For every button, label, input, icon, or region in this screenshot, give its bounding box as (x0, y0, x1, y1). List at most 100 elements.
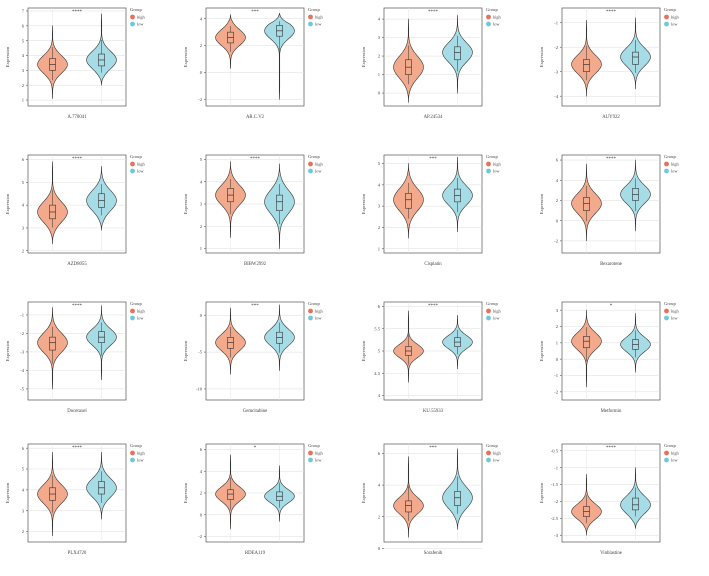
significance-label: *** (251, 304, 259, 309)
y-tick-label: -2.5 (551, 516, 559, 521)
violin-chart-svg: -4 -3 -2 -1 Expression **** AUY922 Group high low (539, 7, 679, 120)
significance-label: **** (72, 446, 83, 451)
y-axis-label: Expression (361, 482, 366, 503)
legend-label-low: low (493, 316, 500, 321)
legend-swatch-high (308, 450, 313, 456)
y-tick-label: 4 (556, 178, 559, 183)
legend-label-high: high (137, 162, 145, 167)
x-axis-label: KU.55933 (423, 409, 444, 414)
legend-swatch-high (130, 161, 135, 167)
y-tick-label: 2 (22, 83, 25, 88)
legend-label-low: low (137, 316, 144, 321)
legend-swatch-low (486, 315, 491, 321)
violin-chart-svg: 1 2 3 4 5 Expression *** Cisplatin Group high low (361, 154, 501, 267)
legend-title: Group (664, 443, 676, 448)
y-axis-label: Expression (361, 193, 366, 214)
y-tick-label: 4 (378, 182, 381, 187)
y-tick-label: -2 (554, 238, 559, 243)
y-tick-label: 5 (22, 38, 25, 43)
significance-label: *** (251, 10, 259, 15)
violin-panel-plx4720: 2 3 4 5 6 Expression **** PLX4720 Group high low (0, 436, 172, 576)
legend-label-high: high (137, 15, 145, 20)
violin-chart-svg: -2 -1 0 1 2 3 Expression * Metformin Group high low (539, 301, 679, 414)
y-tick-label: 2 (378, 54, 381, 59)
violin-plot-grid: 1 2 3 4 5 6 7 Expression **** A.770041 Group high lo… (0, 0, 706, 556)
violin-chart-svg: 2 3 4 5 6 Expression **** AZD8055 Group high low (5, 154, 145, 267)
box-high (227, 337, 234, 349)
legend-swatch-low (664, 168, 669, 174)
y-tick-label: 1 (378, 72, 381, 77)
legend-swatch-low (308, 21, 313, 27)
y-tick-label: -3 (20, 350, 25, 355)
x-axis-label: AUY922 (602, 115, 620, 120)
y-tick-label: 6 (378, 304, 381, 309)
significance-label: **** (606, 157, 617, 162)
y-tick-label: 1 (200, 246, 203, 251)
significance-label: *** (429, 157, 437, 162)
y-tick-label: 1 (22, 98, 25, 103)
plot-frame (561, 443, 661, 543)
legend-swatch-low (130, 457, 135, 463)
y-axis-label: Expression (183, 46, 188, 67)
legend-title: Group (308, 301, 320, 306)
violin-panel-auy922: -4 -3 -2 -1 Expression **** AUY922 Group high low (534, 0, 706, 140)
y-tick-label: -2 (20, 331, 25, 336)
legend-label-high: high (137, 451, 145, 456)
x-axis-label: BIBW2992 (244, 262, 267, 267)
y-tick-label: 0 (200, 70, 203, 75)
y-tick-label: 5 (378, 349, 381, 354)
violin-panel-vinblastine: -3 -2.5 -2 -1.5 -1 -0.5 Expression **** Vinblast… (534, 436, 706, 576)
y-axis-label: Expression (361, 46, 366, 67)
y-axis-label: Expression (183, 340, 188, 361)
y-tick-label: 2 (200, 491, 203, 496)
y-tick-label: 2 (200, 43, 203, 48)
box-high (583, 197, 590, 211)
violin-chart-svg: -10 -5 0 Expression *** Gemcitabine Group high l… (183, 301, 323, 414)
y-axis-label: Expression (5, 46, 10, 67)
y-tick-label: -2 (198, 534, 203, 539)
y-tick-label: 1 (378, 246, 381, 251)
y-tick-label: 1 (556, 340, 559, 345)
violin-chart-svg: 2 3 4 5 6 Expression **** PLX4720 Group high low (5, 443, 145, 556)
y-tick-label: -4 (20, 368, 25, 373)
box-low (632, 51, 639, 65)
violin-panel-bexarotene: -2 0 2 4 6 Expression **** Bexarotene Group high l… (534, 147, 706, 287)
legend-swatch-low (486, 21, 491, 27)
y-tick-label: 3 (22, 68, 25, 73)
box-high (405, 500, 412, 513)
box-low (454, 491, 461, 506)
box-high (583, 335, 590, 349)
y-tick-label: -10 (196, 387, 203, 392)
violin-panel-azd8055: 2 3 4 5 6 Expression **** AZD8055 Group high low (0, 147, 172, 287)
box-low (632, 497, 639, 511)
y-tick-label: 3 (378, 35, 381, 40)
legend-title: Group (664, 301, 676, 306)
violin-panel-rdea119: -2 0 2 4 6 Expression * RDEA119 Group high low (178, 436, 350, 576)
legend-title: Group (308, 443, 320, 448)
y-tick-label: -1 (554, 20, 559, 25)
violin-chart-svg: 1 2 3 4 5 Expression **** BIBW2992 Group high low (183, 154, 323, 267)
y-tick-label: 4.5 (374, 371, 380, 376)
y-tick-label: 6 (22, 23, 25, 28)
y-axis-label: Expression (361, 340, 366, 361)
y-tick-label: 3 (378, 204, 381, 209)
legend-title: Group (486, 443, 498, 448)
legend-swatch-low (130, 315, 135, 321)
y-axis-label: Expression (5, 340, 10, 361)
y-tick-label: 6 (378, 451, 381, 456)
legend-label-low: low (137, 458, 144, 463)
legend-title: Group (664, 7, 676, 12)
legend-title: Group (130, 7, 142, 12)
y-tick-label: -2 (554, 389, 559, 394)
y-tick-label: 0 (200, 512, 203, 517)
y-tick-label: -2 (554, 45, 559, 50)
y-axis-label: Expression (5, 482, 10, 503)
y-tick-label: -1 (20, 313, 25, 318)
y-axis-label: Expression (539, 482, 544, 503)
violin-panel-ku-55933: 4 4.5 5 5.5 6 Expression **** KU.55933 Group high… (356, 294, 528, 434)
y-tick-label: 4 (22, 487, 25, 492)
legend-label-low: low (671, 169, 678, 174)
y-tick-label: -5 (198, 350, 203, 355)
y-tick-label: 5 (200, 157, 203, 162)
violin-chart-svg: -2 0 2 4 6 Expression **** Bexarotene Group high l… (539, 154, 679, 267)
